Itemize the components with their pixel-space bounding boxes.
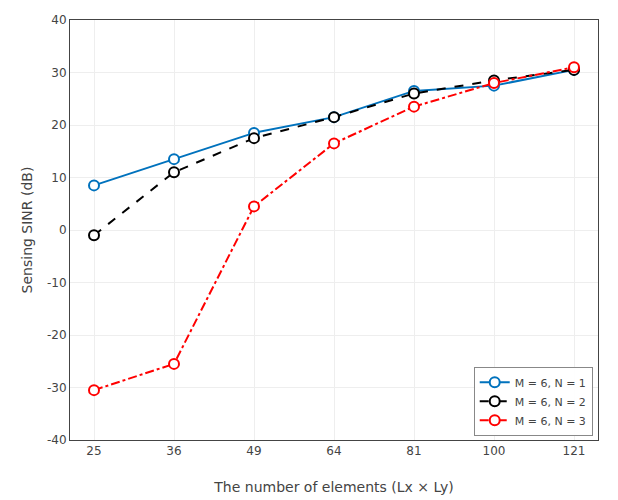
svg-text:100: 100 (483, 444, 506, 458)
svg-text:-40: -40 (47, 433, 67, 447)
svg-text:M = 6, N = 3: M = 6, N = 3 (515, 415, 586, 428)
svg-text:49: 49 (246, 444, 261, 458)
svg-text:81: 81 (406, 444, 421, 458)
svg-text:20: 20 (51, 118, 66, 132)
svg-text:40: 40 (51, 13, 66, 27)
svg-text:25: 25 (86, 444, 101, 458)
svg-text:-10: -10 (47, 276, 67, 290)
svg-text:Sensing SINR (dB): Sensing SINR (dB) (19, 167, 35, 294)
svg-text:121: 121 (563, 444, 586, 458)
svg-text:M = 6, N = 1: M = 6, N = 1 (515, 377, 586, 390)
svg-text:M = 6, N = 2: M = 6, N = 2 (515, 396, 586, 409)
svg-text:64: 64 (326, 444, 341, 458)
svg-text:0: 0 (59, 223, 67, 237)
svg-text:10: 10 (51, 171, 66, 185)
svg-text:36: 36 (166, 444, 181, 458)
svg-text:The number of elements (Lx × L: The number of elements (Lx × Ly) (213, 479, 453, 495)
svg-text:-30: -30 (47, 381, 67, 395)
svg-text:-20: -20 (47, 328, 67, 342)
svg-text:30: 30 (51, 66, 66, 80)
